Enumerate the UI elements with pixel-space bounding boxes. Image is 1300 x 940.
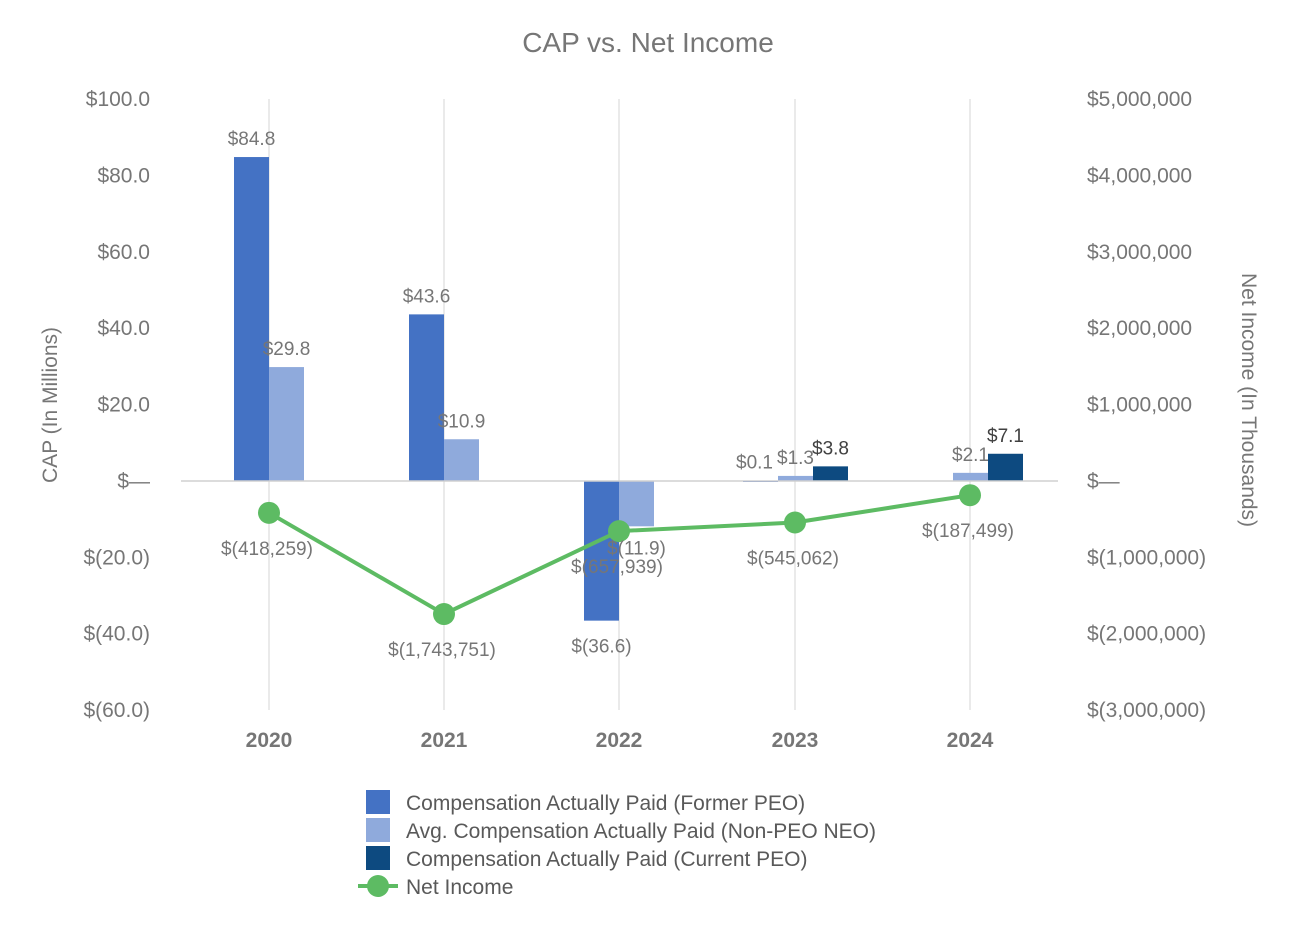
net-income-point-2021	[433, 603, 455, 626]
legend: Compensation Actually Paid (Former PEO) A…	[358, 790, 876, 899]
category-label-2024: 2024	[947, 729, 994, 752]
category-labels: 2020 2021 2022 2023 2024	[246, 729, 994, 752]
line-data-labels: $(418,259) $(1,743,751) $(657,939) $(545,06…	[221, 521, 1014, 661]
category-label-2020: 2020	[246, 729, 293, 752]
net-income-label-2022: $(657,939)	[571, 557, 663, 578]
net-income-label-2021: $(1,743,751)	[388, 640, 496, 661]
legend-label-series-0: Compensation Actually Paid (Former PEO)	[406, 792, 805, 815]
right-tick-label: $1,000,000	[1087, 394, 1192, 417]
left-tick-label: $40.0	[97, 317, 150, 340]
bar-2021-series-0	[409, 314, 444, 481]
bar-label-2022-series-0: $(36.6)	[571, 637, 631, 658]
legend-label-series-3: Net Income	[406, 876, 513, 899]
right-tick-label: $4,000,000	[1087, 164, 1192, 187]
left-tick-label: $(60.0)	[83, 699, 150, 722]
net-income-line-series	[258, 484, 981, 626]
net-income-label-2023: $(545,062)	[747, 549, 839, 570]
right-tick-label: $5,000,000	[1087, 88, 1192, 111]
bar-2020-series-0	[234, 157, 269, 481]
bar-2022-series-0	[584, 480, 619, 621]
bars	[234, 157, 1023, 621]
bar-label-2021-series-0: $43.6	[403, 286, 451, 307]
legend-label-series-2: Compensation Actually Paid (Current PEO)	[406, 848, 808, 871]
right-tick-label: $3,000,000	[1087, 241, 1192, 264]
category-label-2022: 2022	[596, 729, 643, 752]
left-tick-label: $(20.0)	[83, 546, 150, 569]
bar-label-2024-series-2: $7.1	[987, 426, 1024, 447]
left-tick-label: $(40.0)	[83, 623, 150, 646]
bar-label-2023-series-2: $3.8	[812, 438, 849, 459]
net-income-point-2022	[608, 520, 630, 543]
bar-2020-series-1	[269, 367, 304, 481]
bar-2022-series-1	[619, 480, 654, 527]
bar-label-2023-series-1: $1.3	[777, 448, 814, 469]
left-tick-label: $100.0	[86, 88, 150, 111]
right-axis-ticks: $5,000,000 $4,000,000 $3,000,000 $2,000,000…	[1087, 88, 1206, 722]
right-tick-label: $2,000,000	[1087, 317, 1192, 340]
grid	[268, 99, 971, 710]
legend-swatch-series-1	[366, 818, 390, 842]
left-axis-ticks: $100.0 $80.0 $60.0 $40.0 $20.0 $— $(20.0) $(40.…	[83, 88, 150, 722]
net-income-point-2023	[784, 511, 806, 534]
left-tick-label: $20.0	[97, 394, 150, 417]
right-tick-label: $(3,000,000)	[1087, 699, 1206, 722]
chart-title: CAP vs. Net Income	[522, 27, 774, 58]
net-income-point-2020	[258, 501, 280, 524]
legend-marker-net-income	[367, 875, 389, 897]
net-income-label-2024: $(187,499)	[922, 521, 1014, 542]
legend-swatch-series-2	[366, 846, 390, 870]
bar-label-2020-series-0: $84.8	[228, 129, 276, 150]
right-tick-label: $(1,000,000)	[1087, 546, 1206, 569]
right-tick-label: $—	[1087, 470, 1120, 493]
right-tick-label: $(2,000,000)	[1087, 623, 1206, 646]
left-tick-label: $—	[117, 470, 150, 493]
left-tick-label: $60.0	[97, 241, 150, 264]
right-axis-title: Net Income (In Thousands)	[1237, 273, 1260, 527]
left-tick-label: $80.0	[97, 164, 150, 187]
bar-label-2024-series-1: $2.1	[952, 445, 989, 466]
bar-label-2022-series-1: $(11.9)	[607, 538, 666, 559]
bar-2024-series-1	[953, 472, 988, 481]
category-label-2023: 2023	[772, 729, 819, 752]
bar-label-2023-series-0: $0.1	[736, 452, 773, 473]
net-income-label-2020: $(418,259)	[221, 539, 313, 560]
bar-label-2021-series-1: $10.9	[438, 411, 486, 432]
bar-2021-series-1	[444, 439, 479, 481]
bar-data-labels: $84.8 $43.6 $(36.6) $0.1 $29.8 $10.9 $(11.9) $1…	[228, 129, 1024, 658]
bar-label-2020-series-1: $29.8	[263, 339, 311, 360]
left-axis-title: CAP (In Millions)	[39, 327, 62, 483]
category-label-2021: 2021	[421, 729, 468, 752]
legend-label-series-1: Avg. Compensation Actually Paid (Non-PEO…	[406, 820, 876, 843]
net-income-point-2024	[959, 484, 981, 507]
bar-2023-series-2	[813, 466, 848, 481]
bar-2024-series-2	[988, 453, 1023, 481]
legend-swatch-series-0	[366, 790, 390, 814]
bar-2023-series-1	[778, 475, 813, 481]
